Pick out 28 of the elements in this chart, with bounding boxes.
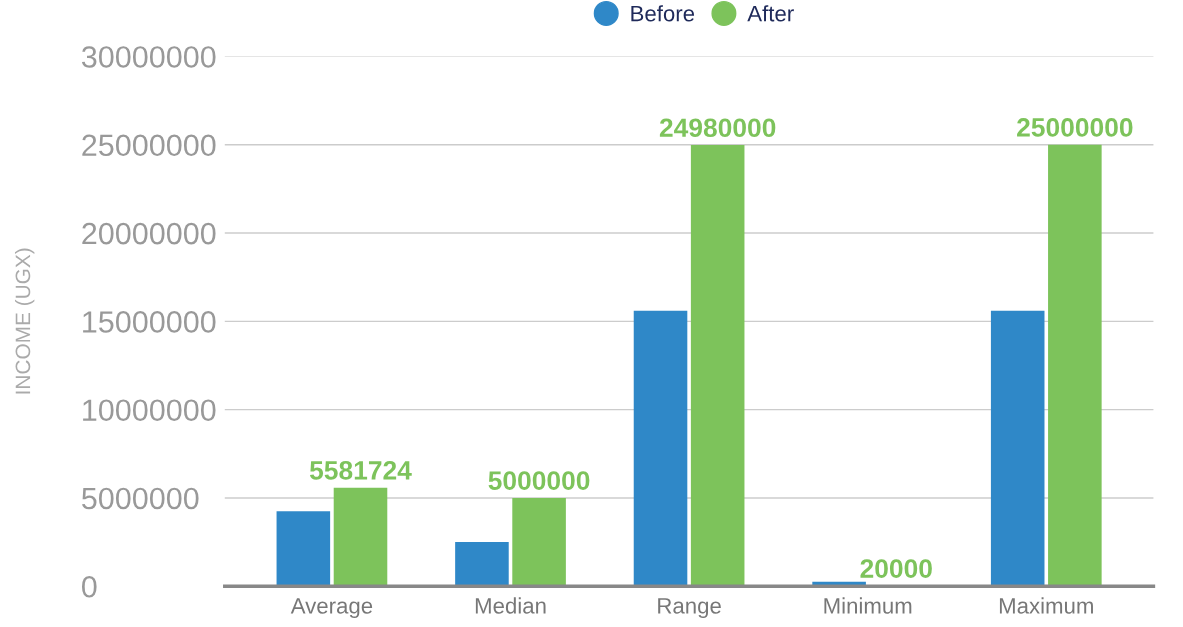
x-tick-label: Maximum [999,597,1093,614]
bar [690,145,745,587]
legend-label: Before [631,5,695,22]
data-label: 5000000 [488,471,590,490]
bar [990,310,1045,587]
x-tick-label: Average [290,598,373,619]
y-tick-label: 25000000 [82,134,216,157]
y-tick-label: 10000000 [83,399,216,422]
bar [333,487,388,587]
legend-label: After [747,5,794,22]
x-tick-label: Range [658,598,721,619]
bar [633,310,688,587]
y-tick-label: 30000000 [81,46,216,68]
data-label: 20000 [860,559,932,578]
x-tick-label: Minimum [824,597,912,614]
y-tick-label: 0 [81,575,97,598]
bar [276,511,331,587]
bar [455,542,509,587]
data-label: 24980000 [659,118,776,138]
y-tick-label: 5000000 [82,487,199,510]
y-tick-label: 15000000 [83,311,216,333]
bar [1048,144,1102,587]
data-label: 25000000 [1017,118,1133,137]
y-axis-title: INCOME (UGX) [14,248,35,394]
x-tick-label: Median [475,597,546,614]
data-label: 5581724 [309,460,412,480]
bar [512,497,566,587]
y-tick-label: 20000000 [82,222,216,245]
